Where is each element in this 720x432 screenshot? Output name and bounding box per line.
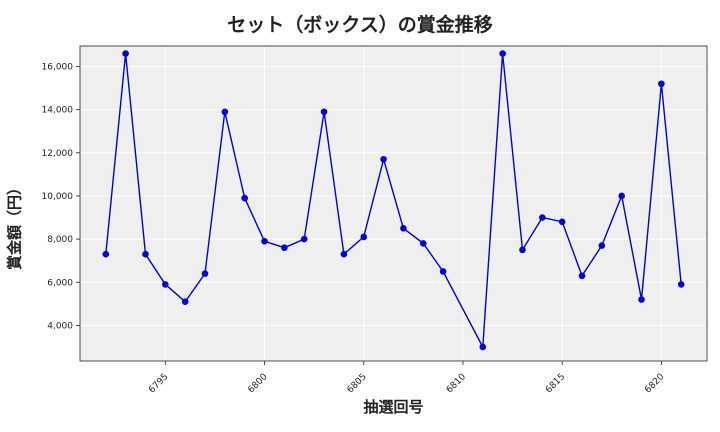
plot-area	[80, 46, 707, 361]
data-point	[400, 225, 407, 232]
data-point	[598, 242, 606, 249]
data-point	[658, 80, 665, 88]
data-point	[181, 298, 189, 305]
y-axis-label: 賞金額（円）	[5, 179, 24, 271]
data-point	[201, 270, 209, 277]
y-tick-label: 6,000	[47, 278, 73, 288]
data-point	[102, 250, 110, 258]
data-point	[519, 246, 526, 254]
y-tick-label: 4,000	[47, 321, 73, 331]
y-tick-label: 10,000	[42, 192, 74, 202]
data-point	[241, 194, 248, 202]
data-point	[162, 281, 169, 288]
data-point	[539, 214, 546, 221]
data-point	[360, 233, 368, 241]
y-tick-label: 12,000	[42, 149, 74, 159]
data-point	[320, 108, 328, 116]
data-point	[340, 250, 348, 258]
data-point	[638, 296, 645, 303]
y-tick-label: 14,000	[42, 106, 74, 116]
data-point	[221, 108, 229, 116]
data-point	[439, 268, 447, 275]
x-tick-label: 6805	[346, 372, 369, 395]
y-tick-label: 8,000	[47, 235, 73, 245]
x-tick-label: 6815	[544, 372, 567, 395]
x-tick-label: 6800	[246, 372, 269, 395]
plot-frame	[79, 45, 708, 362]
data-point	[578, 272, 586, 280]
data-point	[142, 250, 149, 258]
data-point	[281, 244, 288, 252]
data-point	[479, 343, 487, 351]
x-tick-label: 6810	[445, 372, 468, 395]
data-point	[419, 240, 427, 247]
x-tick-label: 6820	[643, 372, 666, 395]
data-point	[122, 50, 129, 57]
data-point	[558, 218, 566, 226]
y-tick-label: 16,000	[42, 62, 74, 72]
data-point	[380, 155, 387, 163]
x-axis-label: 抽選回号	[363, 398, 424, 416]
data-point	[261, 237, 268, 245]
chart-title: セット（ボックス）の賞金推移	[227, 14, 493, 36]
data-point	[300, 235, 308, 243]
x-tick-label: 6795	[147, 372, 170, 395]
data-point	[499, 50, 506, 57]
data-point	[677, 281, 685, 288]
data-point	[618, 192, 625, 200]
